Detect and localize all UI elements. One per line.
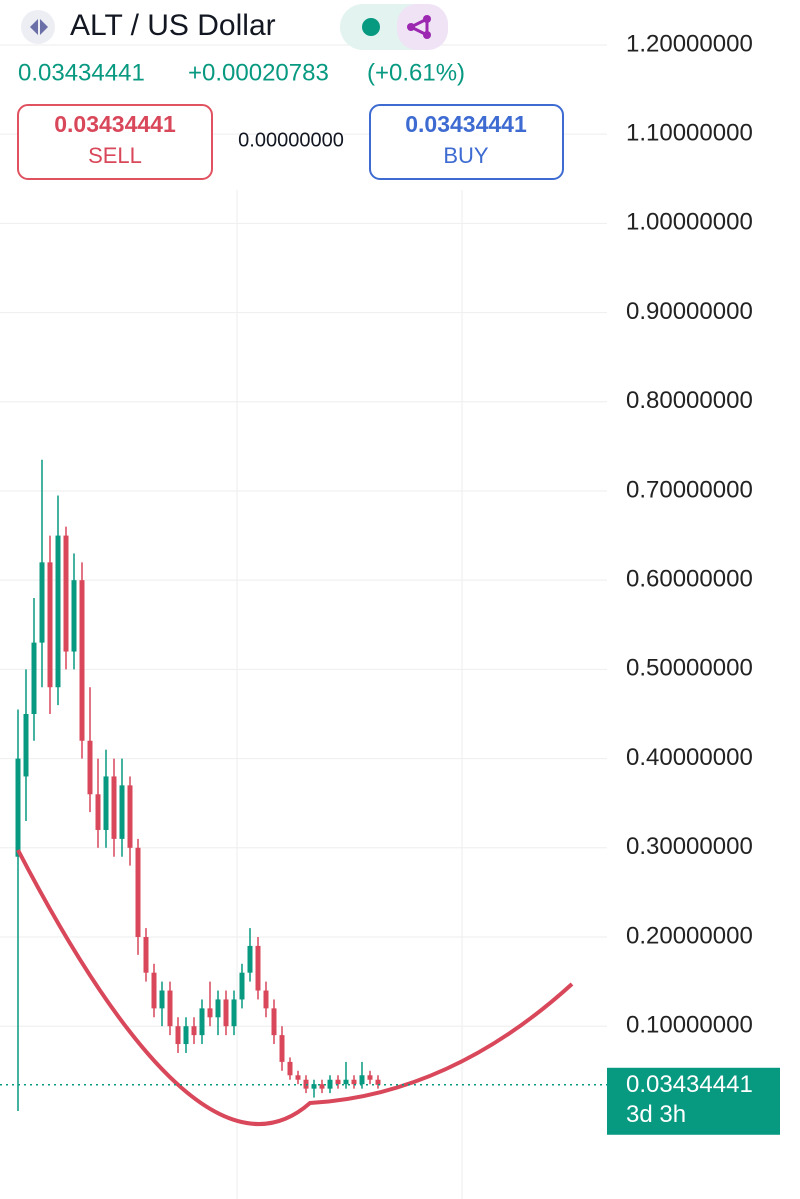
candle-body: [23, 713, 29, 777]
y-tick-label: 0.70000000: [626, 476, 753, 503]
chart-title: ALT / US Dollar: [70, 9, 276, 42]
candle-body: [279, 1035, 285, 1062]
candle-body: [359, 1075, 365, 1085]
share-icon-node: [407, 23, 415, 31]
last-price-box: [607, 1067, 780, 1135]
trend-curve: [16, 849, 574, 1127]
y-tick-label: 0.40000000: [626, 744, 753, 771]
y-tick-label: 0.90000000: [626, 298, 753, 325]
candle-body: [199, 1008, 205, 1036]
candle-body: [103, 776, 109, 830]
y-tick-label: 0.60000000: [626, 566, 753, 593]
candle-body: [111, 776, 117, 839]
sell-price: 0.03434441: [54, 111, 176, 137]
candle-body: [183, 1026, 189, 1045]
buy-label: BUY: [443, 143, 489, 168]
candle-body: [39, 562, 45, 643]
candle-body: [31, 642, 37, 714]
candle-body: [207, 1008, 213, 1018]
candle-body: [287, 1061, 293, 1076]
spread: 0.00000000: [238, 129, 344, 151]
candle-body: [247, 945, 253, 973]
candle-body: [231, 999, 237, 1027]
candle-body: [15, 758, 21, 857]
price: 0.03434441: [18, 59, 145, 86]
candle-body: [343, 1079, 349, 1085]
candle-body: [95, 794, 101, 830]
buy-button[interactable]: [369, 104, 564, 180]
y-tick-label: 0.10000000: [626, 1012, 753, 1039]
candle-body: [311, 1084, 317, 1089]
candle-body: [215, 999, 221, 1018]
y-tick-label: 0.80000000: [626, 387, 753, 414]
candle-body: [55, 535, 61, 688]
countdown: 3d 3h: [626, 1101, 686, 1128]
candle-body: [295, 1075, 301, 1080]
candle-body: [79, 580, 85, 741]
y-tick-label: 1.00000000: [626, 209, 753, 236]
last-price-label: 0.03434441: [626, 1071, 753, 1098]
candle-body: [191, 1026, 197, 1036]
candle-body: [223, 999, 229, 1027]
share-icon-node: [423, 31, 431, 39]
candle-body: [319, 1084, 325, 1089]
y-tick-label: 1.10000000: [626, 120, 753, 147]
y-tick-label: 1.20000000: [626, 30, 753, 57]
candle-body: [119, 785, 125, 839]
candle-body: [175, 1026, 181, 1045]
candle-body: [271, 1008, 277, 1036]
candle-body: [87, 740, 93, 795]
status-dot: [362, 18, 380, 36]
price-change-pct: (+0.61%): [367, 59, 465, 86]
candle-body: [335, 1079, 341, 1085]
candle-body: [375, 1079, 381, 1085]
candles: [15, 459, 381, 1111]
candle-body: [143, 937, 149, 973]
candle-body: [367, 1075, 373, 1080]
candle-body: [159, 990, 165, 1009]
y-tick-label: 0.30000000: [626, 833, 753, 860]
candle-body: [71, 580, 77, 652]
candle-body: [351, 1079, 357, 1085]
buy-price: 0.03434441: [405, 111, 527, 137]
sell-label: SELL: [88, 143, 142, 168]
price-change: +0.00020783: [188, 59, 329, 86]
candle-body: [239, 972, 245, 1000]
sell-button[interactable]: [17, 104, 213, 180]
share-button[interactable]: [397, 4, 448, 50]
share-icon-node: [423, 15, 431, 23]
candle-body: [47, 562, 53, 688]
candle-body: [127, 785, 133, 848]
symbol-logo: [30, 19, 48, 35]
candle-body: [263, 990, 269, 1009]
candle-body: [255, 945, 261, 991]
candle-body: [151, 972, 157, 1009]
y-axis: 1.20000000 1.10000000 1.00000000 0.90000000…: [626, 30, 753, 1038]
y-tick-label: 0.20000000: [626, 922, 753, 949]
y-tick-label: 0.50000000: [626, 655, 753, 682]
candle-body: [135, 847, 141, 938]
candle-body: [63, 535, 69, 652]
grid: [0, 44, 607, 1027]
candle-body: [167, 990, 173, 1027]
